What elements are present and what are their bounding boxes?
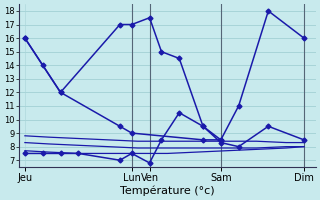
X-axis label: Température (°c): Température (°c) <box>120 185 215 196</box>
